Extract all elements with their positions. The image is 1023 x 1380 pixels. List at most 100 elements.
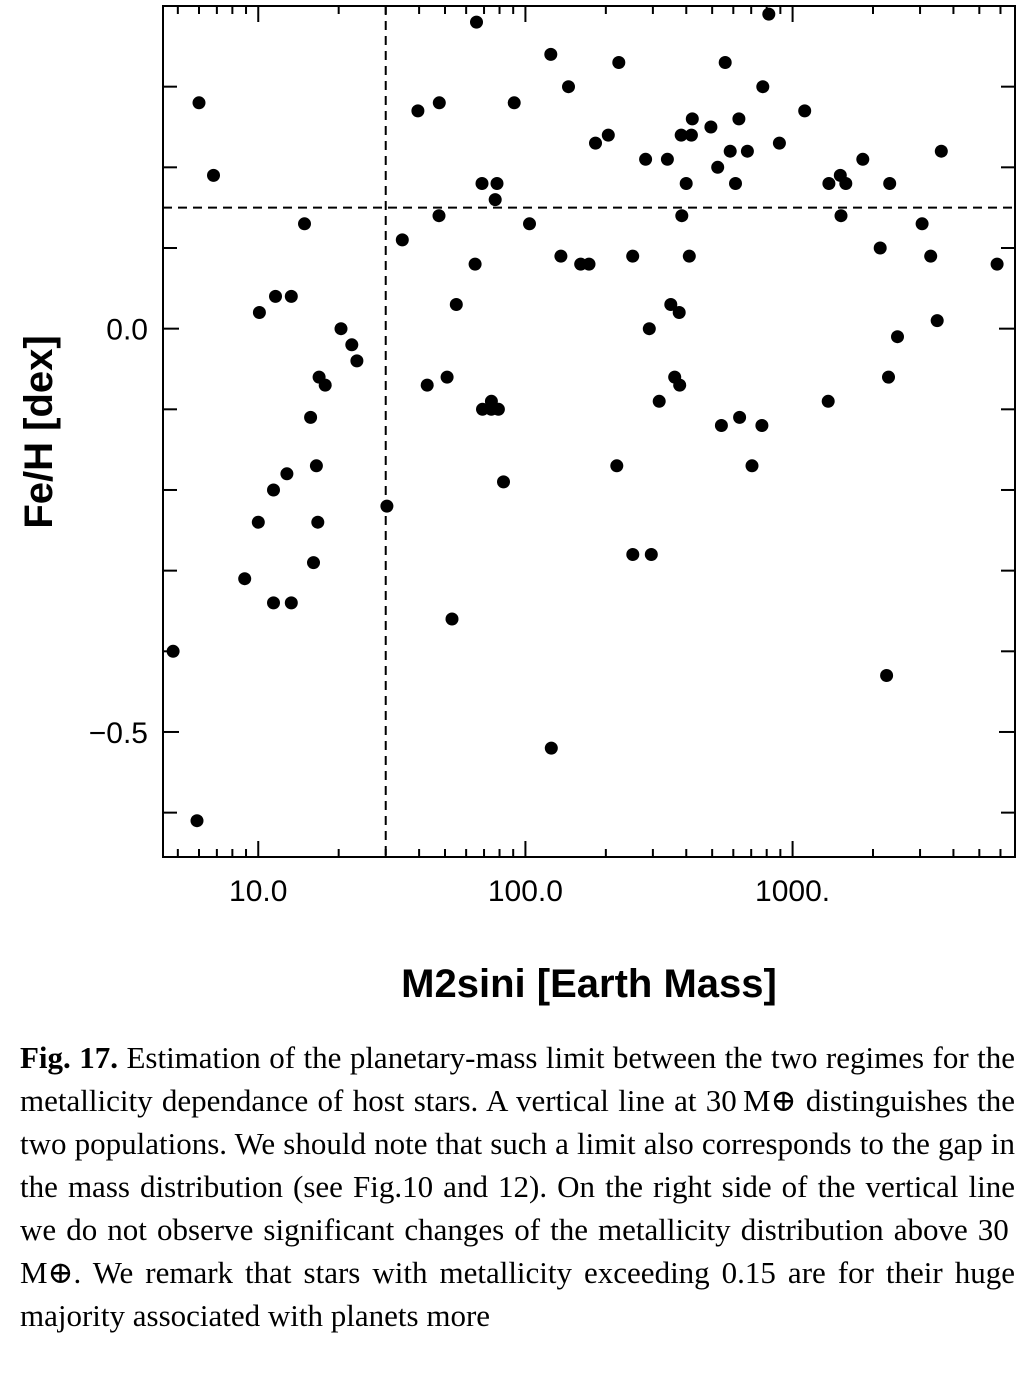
data-point: [891, 330, 904, 344]
data-point: [740, 144, 754, 158]
data-point: [470, 15, 483, 29]
data-point: [449, 298, 463, 311]
data-point: [544, 741, 558, 755]
data-point: [682, 249, 696, 263]
data-point: [284, 289, 298, 303]
caption-text: Estimation of the planetary-mass limit b…: [20, 1040, 1015, 1333]
x-tick-label: 1000.: [755, 875, 830, 908]
data-point: [679, 177, 693, 190]
data-point: [251, 515, 265, 529]
data-point: [395, 233, 409, 247]
data-point: [990, 257, 1004, 271]
data-point: [309, 459, 323, 473]
data-point: [718, 56, 732, 69]
data-point: [684, 128, 698, 142]
y-tick-label: −0.5: [89, 717, 148, 750]
data-point: [762, 7, 776, 21]
data-point: [672, 306, 686, 319]
data-point: [445, 612, 459, 626]
data-point: [821, 394, 835, 408]
data-point: [554, 249, 568, 263]
data-point: [714, 419, 728, 432]
data-point: [639, 152, 653, 166]
data-point: [723, 144, 737, 158]
data-point: [298, 217, 311, 231]
plot-frame: [162, 5, 1016, 858]
data-point: [915, 217, 929, 231]
data-point: [380, 499, 394, 513]
x-axis-title: M2sini [Earth Mass]: [401, 962, 777, 1006]
data-point: [882, 370, 895, 384]
data-point: [610, 459, 624, 473]
y-tick-label: 0.0: [106, 314, 148, 347]
data-point: [304, 410, 318, 424]
data-point: [745, 459, 759, 473]
data-point: [497, 475, 510, 489]
x-tick-label: 100.0: [488, 875, 563, 908]
data-point: [704, 120, 718, 134]
data-point: [411, 104, 425, 118]
tick-labels: 10.0 100.0 1000. 0.0 −0.5: [89, 314, 830, 908]
data-point: [420, 378, 434, 392]
data-point: [280, 467, 294, 481]
data-point: [284, 596, 298, 610]
data-point: [685, 112, 699, 126]
reference-lines: [163, 6, 1015, 857]
data-point: [644, 548, 658, 561]
data-point: [733, 410, 747, 424]
data-point: [883, 177, 897, 190]
data-points: [166, 7, 1004, 828]
data-point: [166, 644, 180, 658]
data-point: [924, 249, 938, 263]
data-point: [729, 177, 742, 190]
data-point: [711, 160, 725, 174]
data-point: [675, 209, 689, 223]
data-point: [664, 298, 678, 311]
scatter-chart: 10.0 100.0 1000. 0.0 −0.5 M2sini [Earth Mass…: [17, 5, 1016, 1006]
data-point: [490, 177, 504, 190]
data-point: [755, 419, 769, 432]
data-point: [772, 136, 786, 150]
data-point: [488, 193, 502, 207]
data-point: [674, 128, 688, 142]
data-point: [269, 289, 282, 303]
data-point: [544, 47, 558, 61]
figure-label: Fig. 17.: [20, 1040, 118, 1075]
figure-caption: Fig. 17. Estimation of the planetary-mas…: [20, 1036, 1015, 1337]
data-point: [626, 548, 640, 561]
data-point: [652, 394, 666, 408]
data-point: [190, 814, 204, 828]
data-point: [834, 209, 848, 223]
data-point: [822, 177, 836, 190]
data-point: [207, 168, 220, 182]
data-point: [334, 322, 348, 336]
data-point: [267, 483, 280, 497]
data-point: [562, 80, 575, 94]
data-point: [856, 152, 870, 166]
data-point: [523, 217, 536, 231]
data-point: [839, 177, 853, 190]
data-point: [732, 112, 746, 126]
data-point: [930, 314, 944, 328]
data-point: [798, 104, 812, 118]
data-point: [307, 556, 320, 570]
data-point: [880, 669, 894, 682]
data-point: [582, 257, 596, 271]
data-point: [345, 338, 359, 352]
data-point: [756, 80, 770, 94]
data-point: [507, 96, 521, 110]
data-point: [350, 354, 364, 368]
data-point: [267, 596, 280, 610]
x-tick-label: 10.0: [229, 875, 287, 908]
data-point: [491, 402, 505, 416]
data-point: [660, 152, 674, 166]
data-point: [934, 144, 948, 158]
data-point: [238, 572, 252, 586]
data-point: [192, 96, 206, 110]
data-point: [475, 177, 489, 190]
data-point: [673, 378, 687, 392]
data-point: [626, 249, 640, 263]
data-point: [318, 378, 332, 392]
data-point: [468, 257, 482, 271]
data-point: [601, 128, 615, 142]
